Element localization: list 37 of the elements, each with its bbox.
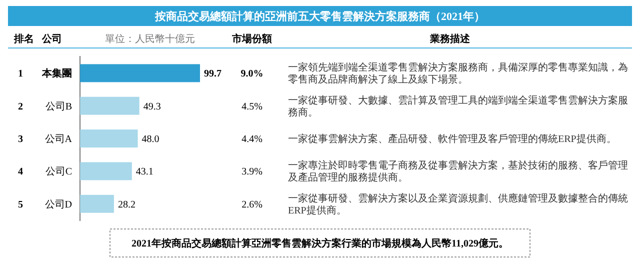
- text: 一家從事研發、雲解決方案以及企業資源規劃、供應鏈管理及數據整合的傳統ERP提供商。: [288, 192, 628, 216]
- text: 4.4%: [242, 134, 262, 145]
- data-label: 49.3: [143, 101, 161, 112]
- text: 3: [18, 134, 23, 145]
- text: 市場份額: [231, 33, 272, 45]
- y-tick-label: 公司B: [45, 100, 72, 112]
- data-label: 48.0: [142, 134, 160, 145]
- text: 一家從事雲解決方案、產品研發、軟件管理及客戶管理的傳統ERP提供商。: [288, 133, 616, 145]
- text: 2: [18, 101, 23, 112]
- y-axis-title: 公司: [41, 33, 62, 45]
- data-label: 99.7: [204, 68, 222, 80]
- y-tick-label: 本集團: [41, 68, 72, 80]
- text: 一家從事研發、大數據、雲計算及管理工具的端到端全渠道零售雲解決方案服務商。: [288, 94, 628, 118]
- y-tick-label: 公司C: [45, 166, 72, 178]
- bar: [80, 162, 132, 180]
- text: 3.9%: [242, 166, 262, 178]
- bar: [80, 64, 200, 82]
- text: 一家專注於即時零售電子商務及從事雲解決方案，基於技術的服務、客戶管理及產品管理的服務提供商。: [288, 160, 628, 184]
- y-tick-label: 公司D: [44, 198, 72, 210]
- text: 9.0%: [240, 68, 264, 80]
- bar: [80, 96, 140, 115]
- text: 4: [18, 166, 23, 178]
- text: 業務描述: [429, 33, 471, 45]
- text: 排名: [13, 33, 34, 45]
- text: 5: [18, 199, 23, 210]
- text: 按商品交易總額計算的亞洲前五大零售雲解決方案服務商（2021年）: [154, 10, 485, 23]
- text: 2021年按商品交易總額計算亞洲零售雲解決方案行業的市場規模為人民幣11,029億元。: [132, 238, 508, 250]
- data-label: 43.1: [136, 166, 154, 178]
- y-tick-label: 公司A: [44, 133, 73, 145]
- text: 一家領先端到端全渠道零售雲解決方案服務商，具備深厚的零售專業知識，為零售商及品牌商解決了線上及線下場景。: [288, 62, 628, 86]
- bar: [80, 194, 114, 213]
- text: 4.5%: [242, 101, 262, 112]
- x-axis-title: 單位：人民幣十億元: [105, 33, 195, 45]
- bar: [80, 130, 138, 148]
- text: 1: [18, 68, 23, 80]
- data-label: 28.2: [118, 199, 136, 210]
- text: 2.6%: [242, 199, 262, 210]
